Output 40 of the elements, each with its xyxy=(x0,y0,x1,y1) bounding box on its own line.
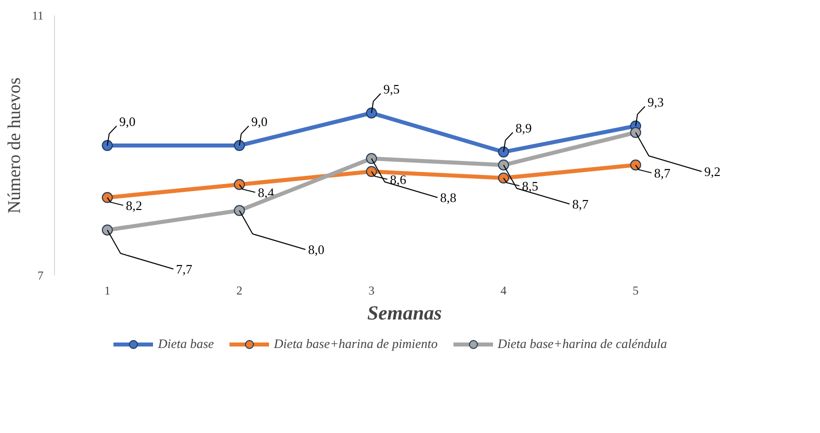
data-label: 7,7 xyxy=(176,262,193,276)
point xyxy=(366,166,377,177)
data-label: 9,0 xyxy=(251,114,268,129)
data-label: 8,9 xyxy=(515,120,532,136)
legend-label: Dieta base+harina de pimiento xyxy=(274,336,438,352)
legend-label: Dieta base xyxy=(158,336,214,352)
x-tick-label: 2 xyxy=(236,284,242,298)
data-label: 9,3 xyxy=(648,94,664,110)
x-tick-label: 4 xyxy=(500,284,507,298)
point xyxy=(234,140,245,151)
data-label: 9,5 xyxy=(383,82,400,96)
point xyxy=(234,179,245,190)
point xyxy=(102,140,113,151)
data-label: 9,2 xyxy=(704,164,721,179)
point xyxy=(102,224,113,236)
point xyxy=(498,146,510,158)
y-axis-title: Número de huevos xyxy=(4,78,24,214)
y-tick-label: 7 xyxy=(38,268,44,282)
point xyxy=(366,153,377,164)
data-label: 8,7 xyxy=(572,196,589,212)
data-label: 8,0 xyxy=(308,242,324,257)
x-axis-title: Semanas xyxy=(367,302,442,324)
point xyxy=(630,127,642,138)
x-tick-label: 5 xyxy=(632,284,639,298)
data-label: 8,8 xyxy=(440,190,456,205)
point xyxy=(102,192,113,203)
data-label: 8,2 xyxy=(126,198,142,213)
x-tick-label: 1 xyxy=(104,284,110,298)
point xyxy=(498,160,510,170)
point xyxy=(234,205,245,216)
data-label: 9,0 xyxy=(119,114,136,129)
legend-label: Dieta base+harina de caléndula xyxy=(498,336,668,352)
x-tick-label: 3 xyxy=(368,284,374,298)
data-label: 8,6 xyxy=(390,172,407,187)
point xyxy=(366,108,377,118)
point xyxy=(498,172,510,184)
data-label: 8,5 xyxy=(522,178,538,194)
point xyxy=(630,160,642,170)
data-label: 8,7 xyxy=(654,165,671,180)
y-tick-label: 11 xyxy=(32,8,44,22)
